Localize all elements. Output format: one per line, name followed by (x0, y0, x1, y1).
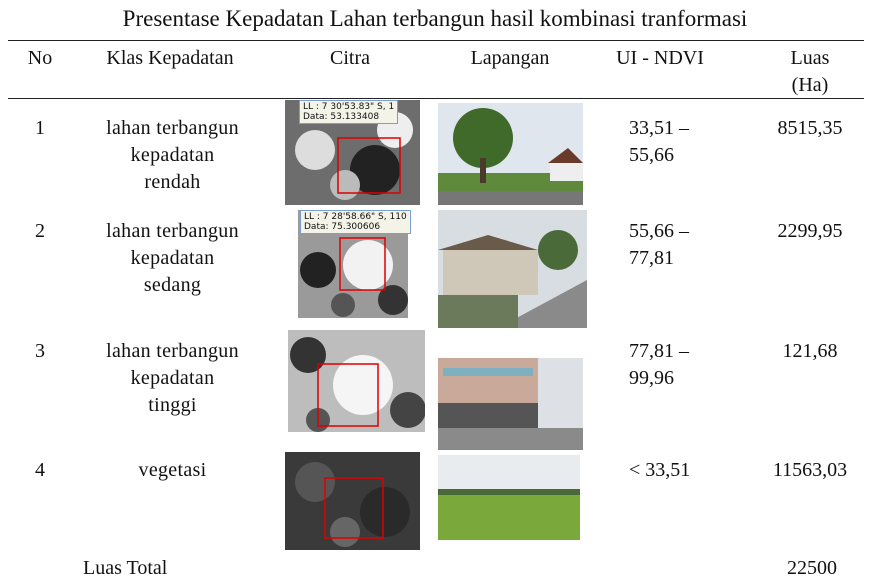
luas-value: 8515,35 (760, 115, 860, 142)
ndvi-range: 77,81 – (629, 338, 689, 365)
column-header: UI - NDVI (600, 45, 720, 72)
lapangan-photo (438, 358, 583, 450)
klas-text: lahan terbangun (80, 218, 265, 245)
total-label: Luas Total (83, 555, 167, 582)
klas-text: kepadatan (80, 245, 265, 272)
table-title: Presentase Kepadatan Lahan terbangun has… (0, 6, 870, 32)
rule (8, 98, 864, 99)
row-number: 1 (20, 115, 60, 142)
ndvi-range: 55,66 (629, 142, 674, 169)
ndvi-range: 33,51 – (629, 115, 689, 142)
citra-image (285, 452, 420, 550)
luas-value: 121,68 (760, 338, 860, 365)
klas-text: lahan terbangun (80, 338, 265, 365)
lapangan-photo (438, 210, 587, 328)
row-number: 3 (20, 338, 60, 365)
luas-value: 11563,03 (760, 457, 860, 484)
row-number: 4 (20, 457, 60, 484)
luas-value: 2299,95 (760, 218, 860, 245)
lapangan-photo (438, 103, 583, 205)
row-number: 2 (20, 218, 60, 245)
page: Presentase Kepadatan Lahan terbangun has… (0, 0, 870, 584)
klas-text: vegetasi (80, 457, 265, 484)
klas-text: sedang (80, 272, 265, 299)
column-header: Lapangan (450, 45, 570, 72)
citra-image (288, 330, 425, 432)
ndvi-range: < 33,51 (629, 457, 690, 484)
ndvi-range: 77,81 (629, 245, 674, 272)
total-value: 22500 (770, 555, 854, 582)
klas-text: tinggi (80, 392, 265, 419)
ndvi-range: 99,96 (629, 365, 674, 392)
klas-text: kepadatan (80, 365, 265, 392)
klas-text: kepadatan (80, 142, 265, 169)
column-header: Citra (300, 45, 400, 72)
ndvi-range: 55,66 – (629, 218, 689, 245)
column-header: Luas (Ha) (770, 45, 850, 99)
klas-text: rendah (80, 169, 265, 196)
klas-text: lahan terbangun (80, 115, 265, 142)
column-header: No (20, 45, 60, 72)
rule (8, 40, 864, 41)
lapangan-photo (438, 455, 580, 540)
column-header: Klas Kepadatan (80, 45, 260, 72)
